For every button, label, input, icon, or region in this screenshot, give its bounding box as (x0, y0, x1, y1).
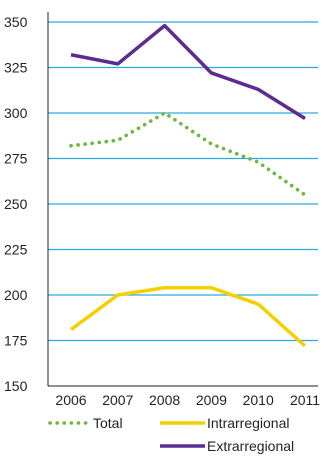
x-axis-tick-labels: 2006 2007 2008 2009 2010 2011 (55, 392, 320, 408)
y-tick-label-275: 275 (4, 151, 28, 167)
x-tick-label-2008: 2008 (149, 392, 180, 408)
grid-lines (48, 21, 318, 342)
x-tick-label-2011: 2011 (290, 392, 320, 408)
series-line-total (69, 111, 307, 197)
y-axis-tick-labels: 150 175 200 225 250 275 300 325 350 (4, 14, 28, 394)
y-tick-label-250: 250 (4, 196, 28, 212)
y-tick-label-350: 350 (4, 14, 28, 30)
x-tick-label-2007: 2007 (102, 392, 133, 408)
axes (47, 12, 318, 387)
x-tick-label-2010: 2010 (243, 392, 274, 408)
series-line-extrarregional (70, 23, 306, 120)
legend-label-total: Total (93, 415, 123, 431)
series-line-intrarregional (69, 285, 307, 348)
legend: Total Intrarregional Extrarregional (48, 415, 294, 454)
y-tick-label-300: 300 (4, 105, 28, 121)
y-tick-label-150: 150 (4, 378, 28, 394)
x-tick-label-2006: 2006 (55, 392, 86, 408)
series-lines (69, 23, 307, 348)
y-tick-label-175: 175 (4, 333, 28, 349)
y-tick-label-325: 325 (4, 60, 28, 76)
y-tick-label-200: 200 (4, 287, 28, 303)
legend-label-extrarregional: Extrarregional (207, 438, 294, 454)
x-tick-label-2009: 2009 (196, 392, 227, 408)
legend-label-intrarregional: Intrarregional (207, 415, 290, 431)
y-tick-label-225: 225 (4, 242, 28, 258)
